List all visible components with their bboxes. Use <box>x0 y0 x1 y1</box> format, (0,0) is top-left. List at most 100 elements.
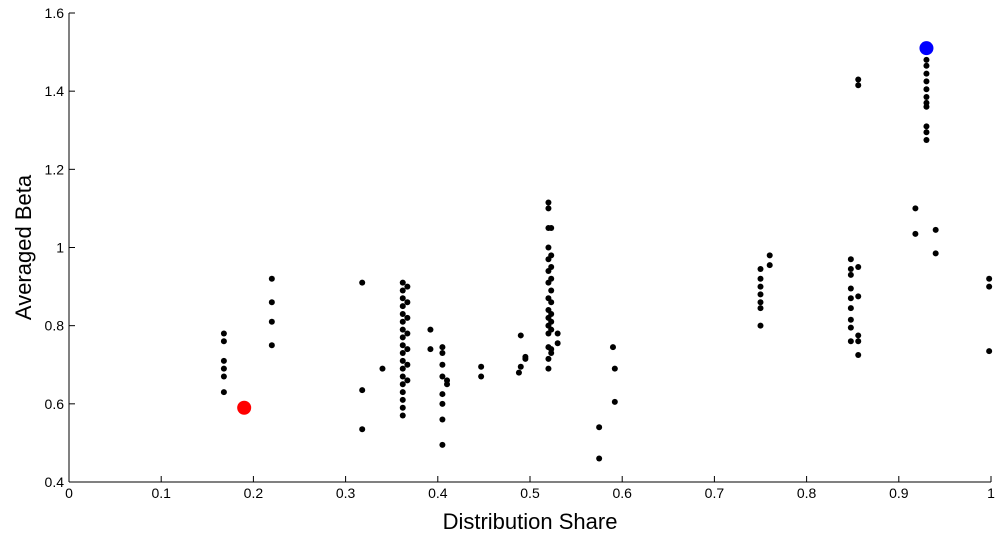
data-point <box>439 441 446 448</box>
data-point <box>554 330 561 337</box>
data-point <box>986 348 993 355</box>
highlight-point <box>919 41 934 56</box>
data-point <box>548 275 555 282</box>
data-point <box>399 373 406 380</box>
y-tick-label: 0.6 <box>45 396 65 412</box>
data-point <box>399 357 406 364</box>
data-point <box>847 338 854 345</box>
data-point <box>439 361 446 368</box>
data-point <box>220 389 227 396</box>
y-tick-label: 1.4 <box>45 83 65 99</box>
data-point <box>399 326 406 333</box>
data-point <box>596 455 603 462</box>
data-point <box>986 275 993 282</box>
data-point <box>757 275 764 282</box>
data-point <box>399 396 406 403</box>
data-point <box>427 346 434 353</box>
data-point <box>757 291 764 298</box>
data-point <box>554 340 561 347</box>
data-point <box>548 224 555 231</box>
data-point <box>548 252 555 259</box>
data-point <box>847 256 854 263</box>
data-point <box>757 305 764 312</box>
data-point <box>912 205 919 212</box>
data-point <box>399 404 406 411</box>
data-point <box>548 264 555 271</box>
data-point <box>932 226 939 233</box>
data-point <box>220 338 227 345</box>
data-point <box>855 82 862 89</box>
data-point <box>359 387 366 394</box>
x-axis-ticks: 0 0.1 0.2 0.3 0.4 0.5 0.6 0.7 0.8 0.9 1 <box>65 476 995 501</box>
data-point <box>478 363 485 370</box>
data-point <box>923 103 930 110</box>
data-point <box>766 252 773 259</box>
data-point <box>399 342 406 349</box>
x-tick-label: 0.8 <box>797 485 817 501</box>
data-point <box>404 283 411 290</box>
data-point <box>268 318 275 325</box>
data-point <box>855 338 862 345</box>
y-axis-title: Averaged Beta <box>11 174 36 320</box>
data-points <box>220 41 993 462</box>
data-point <box>478 373 485 380</box>
data-point <box>268 342 275 349</box>
data-point <box>923 94 930 101</box>
data-point <box>439 400 446 407</box>
highlight-point <box>237 400 252 415</box>
x-tick-label: 0.9 <box>889 485 909 501</box>
data-point <box>757 283 764 290</box>
data-point <box>923 78 930 85</box>
y-tick-label: 1 <box>56 240 64 256</box>
data-point <box>379 365 386 372</box>
data-point <box>932 250 939 257</box>
data-point <box>399 303 406 310</box>
data-point <box>855 293 862 300</box>
data-point <box>439 416 446 423</box>
data-point <box>855 351 862 358</box>
data-point <box>855 264 862 271</box>
data-point <box>399 412 406 419</box>
data-point <box>404 361 411 368</box>
y-axis-ticks: 0.4 0.6 0.8 1 1.2 1.4 1.6 <box>45 5 75 490</box>
data-point <box>399 350 406 357</box>
data-point <box>399 287 406 294</box>
data-point <box>444 381 451 388</box>
data-point <box>220 357 227 364</box>
data-point <box>847 271 854 278</box>
data-point <box>404 299 411 306</box>
data-point <box>545 365 552 372</box>
data-point <box>923 129 930 136</box>
data-point <box>359 279 366 286</box>
data-point <box>268 299 275 306</box>
data-point <box>847 265 854 272</box>
x-tick-label: 0.3 <box>336 485 356 501</box>
x-tick-label: 0.7 <box>705 485 725 501</box>
data-point <box>515 369 522 376</box>
x-tick-label: 0.6 <box>612 485 632 501</box>
data-point <box>399 318 406 325</box>
y-tick-label: 0.8 <box>45 318 65 334</box>
data-point <box>611 398 618 405</box>
data-point <box>986 283 993 290</box>
data-point <box>847 295 854 302</box>
data-point <box>399 310 406 317</box>
data-point <box>548 350 555 357</box>
data-point <box>399 334 406 341</box>
data-point <box>912 230 919 237</box>
data-point <box>548 287 555 294</box>
data-point <box>517 332 524 339</box>
data-point <box>847 285 854 292</box>
x-axis-title: Distribution Share <box>443 509 618 534</box>
data-point <box>404 314 411 321</box>
data-point <box>596 424 603 431</box>
data-point <box>923 62 930 69</box>
data-point <box>399 295 406 302</box>
x-tick-label: 0.2 <box>244 485 264 501</box>
data-point <box>545 244 552 251</box>
data-point <box>517 363 524 370</box>
data-point <box>548 326 555 333</box>
data-point <box>545 199 552 206</box>
data-point <box>220 365 227 372</box>
